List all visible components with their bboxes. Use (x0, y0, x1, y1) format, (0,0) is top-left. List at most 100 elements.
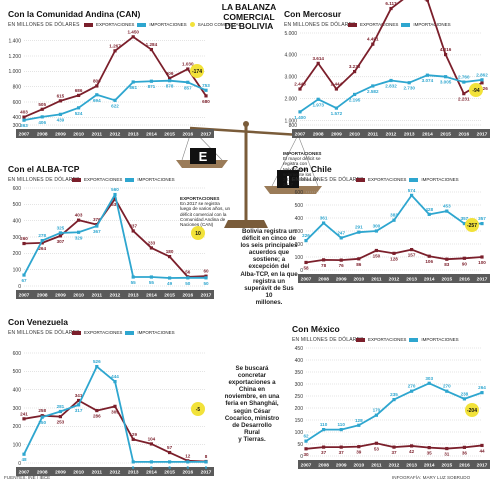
imports-data-label: 2.862 (476, 72, 488, 77)
imports-point (462, 80, 466, 84)
x-tick-label: 2009 (55, 470, 66, 476)
imports-data-label: 428 (425, 207, 433, 212)
exports-point (113, 197, 117, 201)
imports-data-label: 250 (38, 420, 46, 425)
exports-point (410, 444, 414, 448)
chart-svg: 0 50 100 150 200 250 300 350 400 450 2007 2008 2009 2… (295, 346, 490, 469)
imports-point (113, 380, 117, 384)
imports-data-label: 1.973 (312, 102, 324, 107)
imports-point (168, 79, 172, 83)
imports-data-label: 367 (93, 229, 101, 234)
exports-data-label: 241 (20, 411, 28, 416)
deficit-paragraph-line: superávit de Sus 10 (244, 284, 294, 299)
imports-point (298, 110, 302, 114)
imports-point (389, 78, 393, 83)
y-tick-label: 400 (295, 358, 304, 364)
exports-data-label: 36 (462, 450, 468, 455)
exports-data-label: 403 (75, 213, 83, 218)
x-tick-label: 2014 (146, 132, 157, 138)
x-tick-label: 2008 (37, 293, 48, 299)
imports-data-label: 361 (320, 216, 328, 221)
imports-data-label: 1.400 (294, 115, 306, 120)
alba-note-line: déficit comercial con la (180, 211, 227, 217)
exports-data-label: 30 (303, 452, 309, 457)
balance-value: -174 (192, 69, 202, 75)
y-tick-label: 0 (300, 454, 303, 460)
chart-legend: EXPORTACIONES IMPORTACIONES SALDO COMERCIA… (84, 22, 241, 27)
exports-point (322, 258, 326, 262)
imports-data-label: 128 (355, 418, 363, 423)
exports-line (23, 198, 207, 278)
x-tick-label: 2015 (440, 132, 451, 138)
exports-data-label: 2.231 (458, 97, 470, 102)
imports-point (22, 118, 26, 122)
x-tick-label: 2017 (201, 293, 212, 299)
exports-point (304, 447, 308, 451)
legend-imports-label: IMPORTACIONES (421, 177, 459, 182)
exports-data-label: 376 (93, 217, 101, 222)
imports-data-label: 110 (337, 422, 345, 427)
exports-data-label: 129 (129, 432, 137, 437)
imports-point (58, 231, 62, 235)
imports-point (322, 428, 326, 432)
x-tick-label: 2011 (92, 132, 103, 138)
export-block (190, 148, 216, 164)
y-tick-label: 600 (295, 190, 304, 196)
imports-data-label: 170 (373, 408, 381, 413)
x-tick-label: 2015 (441, 463, 452, 469)
y-tick-label: 4.000 (284, 53, 297, 59)
imports-point (168, 460, 172, 464)
chart-title: Con Chile (292, 164, 332, 174)
y-tick-label: 500 (13, 369, 22, 375)
imports-point (186, 460, 190, 464)
export-letter: E (199, 149, 208, 164)
y-tick-label: 1.000 (284, 118, 297, 124)
mercosur-note-line: México, que (283, 166, 308, 172)
x-axis-bar (298, 274, 490, 283)
exports-point (22, 115, 26, 119)
imports-data-label: 50 (203, 281, 209, 286)
exports-data-label: 86 (356, 262, 362, 267)
imports-point (410, 389, 414, 393)
header-line-1: LA BALANZA (221, 2, 277, 12)
exports-point (339, 445, 343, 449)
chart-title: Con México (292, 324, 340, 334)
y-tick-label: 3.000 (284, 75, 297, 81)
imports-point (374, 413, 378, 417)
imports-data-label: 2.760 (458, 75, 470, 80)
legend-imports-label: IMPORTACIONES (137, 177, 175, 182)
deficit-paragraph-line: los seis principales (240, 242, 298, 250)
x-tick-label: 2009 (331, 132, 342, 138)
y-tick-label: 100 (13, 442, 22, 448)
legend-imports-swatch (137, 22, 147, 27)
imports-point (462, 221, 466, 226)
deficit-paragraph: Bolivia registra un déficit en cinco de lo… (240, 228, 298, 306)
exports-data-label: 157 (408, 253, 416, 258)
exports-data-label: 680 (202, 99, 210, 104)
imports-data-label: 383 (390, 213, 398, 218)
imports-point (77, 230, 81, 234)
imports-point (204, 88, 208, 92)
x-tick-label: 2017 (477, 463, 488, 469)
china-paragraph-line: China en (238, 386, 266, 394)
exports-point (353, 69, 357, 74)
y-tick-label: 200 (13, 251, 22, 257)
exports-point (322, 445, 326, 449)
exports-point (334, 87, 338, 91)
x-tick-label: 2008 (37, 132, 48, 138)
x-tick-label: 2016 (459, 277, 470, 283)
exports-data-label: 78 (321, 263, 327, 268)
imports-point (392, 398, 396, 402)
exports-point (40, 107, 44, 111)
imports-point (40, 415, 44, 419)
y-tick-label: 5.000 (284, 31, 297, 37)
balance-value: 10 (195, 231, 201, 237)
exports-point (389, 6, 393, 11)
x-tick-label: 2007 (19, 132, 30, 138)
imports-point (40, 238, 44, 243)
imports-data-label: 694 (93, 98, 101, 103)
imports-point (304, 239, 308, 243)
china-paragraph-line: y Tierras. (238, 435, 266, 443)
imports-data-label: 524 (75, 111, 83, 116)
exports-point (131, 229, 135, 233)
